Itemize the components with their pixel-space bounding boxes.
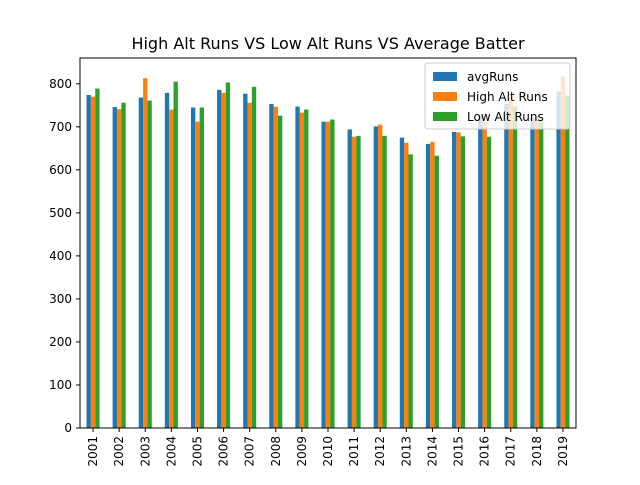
bar-avgruns-2011 [347,129,352,429]
bar-avgruns-2004 [164,92,170,428]
x-tick-label: 2012 [373,436,387,467]
bar-high-alt-runs-2012 [378,124,383,428]
bar-low-alt-runs-2012 [382,135,387,428]
bar-high-alt-runs-2005 [195,121,200,429]
bar-low-alt-runs-2010 [330,119,335,429]
bar-avgruns-2002 [112,107,117,429]
bar-high-alt-runs-2006 [221,92,226,428]
bar-high-alt-runs-2004 [169,109,174,428]
bar-low-alt-runs-2014 [434,155,439,428]
bar-avgruns-2018 [530,117,535,429]
chart-title: High Alt Runs VS Low Alt Runs VS Average… [131,34,524,53]
bar-avgruns-2001 [86,95,91,428]
x-tick-label: 2018 [530,436,544,467]
y-tick-label: 400 [49,249,72,263]
bar-avgruns-2014 [425,144,431,429]
bar-high-alt-runs-2014 [430,141,435,428]
bar-high-alt-runs-2009 [299,112,305,428]
legend: avgRuns High Alt Runs Low Alt Runs [424,62,571,130]
bar-high-alt-runs-2007 [247,102,252,429]
x-tick-label: 2005 [190,436,204,467]
bar-avgruns-2005 [190,107,196,428]
bar-low-alt-runs-2016 [486,136,492,429]
bar-low-alt-runs-2003 [147,100,152,428]
bar-high-alt-runs-2016 [482,122,487,428]
bar-low-alt-runs-2002 [121,102,126,429]
x-tick-label: 2014 [425,436,439,467]
bar-high-alt-runs-2008 [273,106,278,429]
legend-swatch [433,72,457,81]
bars-group [86,76,570,429]
legend-swatch [433,112,457,121]
bar-high-alt-runs-2015 [456,132,461,428]
bar-high-alt-runs-2018 [534,116,540,428]
bar-low-alt-runs-2009 [304,109,309,428]
y-tick-label: 700 [49,120,72,134]
y-tick-label: 100 [49,378,72,392]
bar-avgruns-2007 [243,93,248,429]
x-tick-label: 2010 [321,436,335,467]
bar-avgruns-2017 [504,104,509,428]
bar-low-alt-runs-2004 [173,81,178,428]
y-tick-label: 0 [64,421,72,435]
bar-low-alt-runs-2005 [199,107,204,428]
bar-low-alt-runs-2013 [408,154,413,428]
bar-avgruns-2016 [478,116,483,428]
legend-box [424,62,571,130]
x-tick-label: 2015 [452,436,466,467]
bar-avgruns-2003 [138,97,144,428]
bar-low-alt-runs-2018 [539,119,544,428]
y-tick-label: 500 [49,206,72,220]
y-tick-label: 300 [49,292,72,306]
y-tick-label: 200 [49,335,72,349]
bar-low-alt-runs-2019 [565,95,570,429]
bar-low-alt-runs-2011 [356,135,361,428]
bar-high-alt-runs-2003 [143,78,148,428]
axes-group: 0 100 200 300 400 500 600 700 800 2001 2002 2003 200… [49,57,577,467]
legend-label: High Alt Runs [467,90,548,104]
bar-low-alt-runs-2015 [460,136,466,429]
bar-low-alt-runs-2008 [277,115,283,429]
x-tick-label: 2003 [138,436,152,467]
bar-avgruns-2013 [399,137,405,428]
x-tick-label: 2002 [112,436,126,467]
x-tick-label: 2017 [504,436,518,467]
bar-avgruns-2008 [269,104,274,428]
bar-high-alt-runs-2011 [351,136,357,429]
bar-avgruns-2009 [295,106,300,429]
x-tick-label: 2001 [86,436,100,467]
bar-low-alt-runs-2007 [251,86,257,428]
x-tick-label: 2008 [269,436,283,467]
bar-avgruns-2006 [217,89,222,428]
legend-label: avgRuns [467,70,518,84]
bar-high-alt-runs-2002 [116,109,122,428]
bar-high-alt-runs-2010 [325,121,331,429]
x-tick-label: 2004 [164,436,178,467]
legend-label: Low Alt Runs [467,110,544,124]
legend-swatch [433,92,457,101]
bar-low-alt-runs-2001 [95,88,100,429]
bar-high-alt-runs-2019 [560,76,566,428]
x-tick-label: 2009 [295,436,309,467]
x-tick-label: 2016 [478,436,492,467]
bar-avgruns-2012 [373,126,379,428]
x-tick-label: 2019 [556,436,570,467]
bar-high-alt-runs-2013 [404,142,409,428]
bar-avgruns-2015 [452,132,457,428]
bar-low-alt-runs-2006 [225,82,231,429]
bar-high-alt-runs-2017 [508,96,513,428]
bar-avgruns-2010 [321,121,326,429]
bar-avgruns-2019 [556,91,561,428]
x-tick-label: 2007 [243,436,257,467]
bar-low-alt-runs-2017 [512,106,518,428]
y-tick-label: 800 [49,77,72,91]
bar-high-alt-runs-2001 [90,96,96,428]
y-tick-label: 600 [49,163,72,177]
x-tick-label: 2013 [399,436,413,467]
x-tick-label: 2006 [217,436,231,467]
x-tick-label: 2011 [347,436,361,467]
